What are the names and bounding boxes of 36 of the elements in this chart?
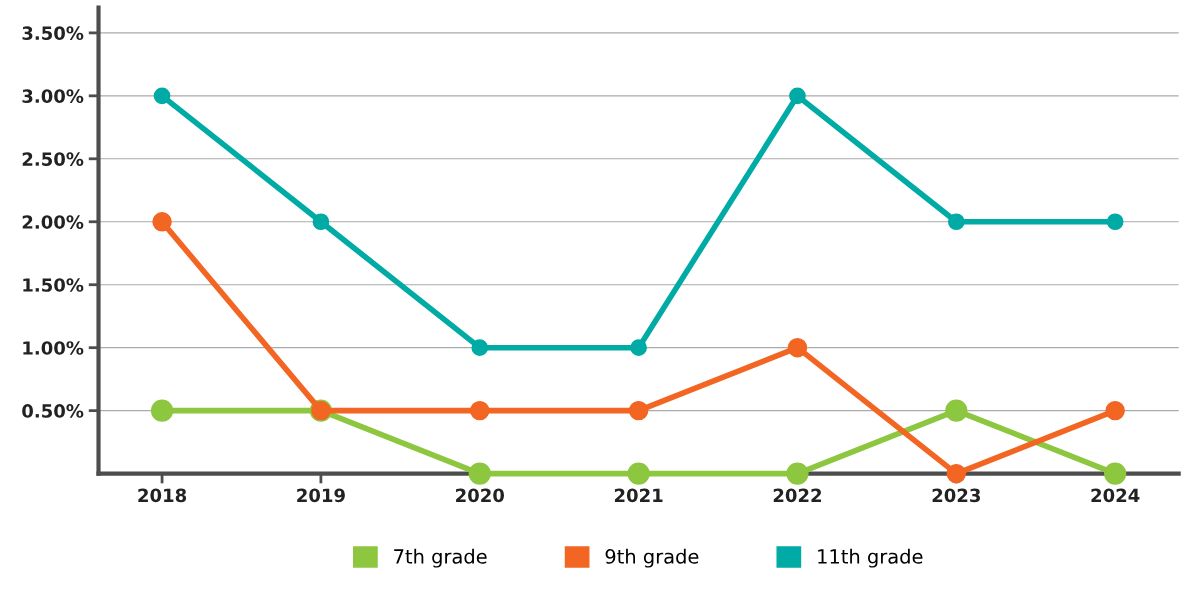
x-tick-label: 2023 <box>932 488 980 503</box>
point <box>630 339 647 357</box>
x-tick-label: 2022 <box>773 488 822 503</box>
point <box>471 339 489 357</box>
point <box>312 213 330 231</box>
y-tick-label: 3.50% <box>22 26 84 40</box>
point <box>947 213 965 231</box>
point <box>628 400 649 421</box>
point <box>945 399 968 422</box>
point <box>786 462 809 485</box>
y-tick-label: 1.50% <box>23 278 84 292</box>
y-tick-label: 2.50% <box>22 152 84 166</box>
point <box>153 87 171 105</box>
x-tick-label: 2018 <box>138 488 187 503</box>
x-tick-label: 2019 <box>297 488 345 503</box>
point <box>1106 213 1124 231</box>
point <box>1104 462 1127 485</box>
legend-label: 9th grade <box>605 548 699 568</box>
x-tick-label: 2024 <box>1091 488 1140 503</box>
y-tick-label: 0.50% <box>22 404 84 418</box>
point <box>468 462 491 485</box>
x-tick-label: 2020 <box>456 488 505 503</box>
point <box>627 462 650 485</box>
point <box>1105 400 1125 421</box>
legend-label: 7th grade <box>394 548 487 568</box>
legend-label: 11th grade <box>818 548 923 568</box>
point <box>787 337 808 358</box>
point <box>789 87 806 105</box>
point <box>946 463 967 484</box>
x-tick-label: 2021 <box>614 488 663 503</box>
y-tick-label: 1.00% <box>23 341 84 355</box>
point <box>152 212 172 232</box>
point <box>150 399 174 422</box>
y-tick-label: 3.00% <box>22 89 84 103</box>
y-tick-label: 2.00% <box>22 215 84 229</box>
point <box>470 400 490 421</box>
